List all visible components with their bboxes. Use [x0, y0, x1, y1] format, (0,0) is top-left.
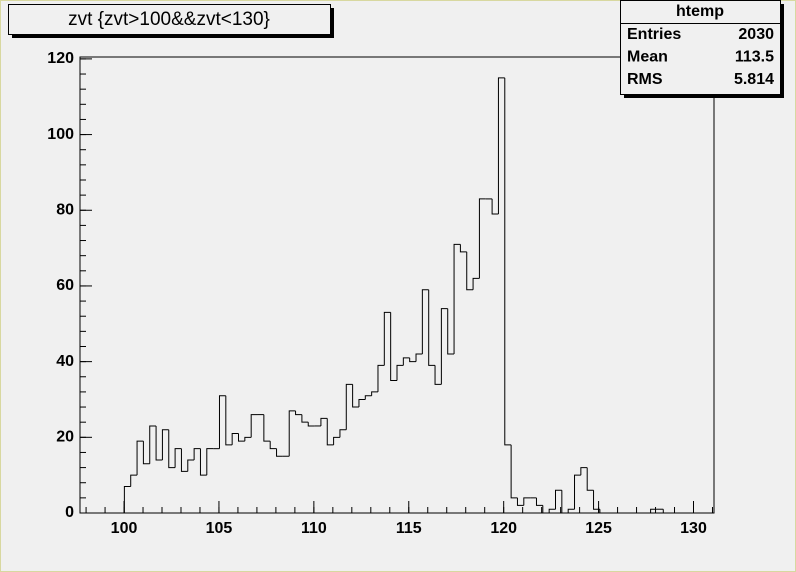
histogram-bin [142, 441, 150, 465]
x-tick-label: 130 [680, 520, 707, 537]
y-tick-label: 60 [56, 277, 74, 294]
histogram-bin [206, 448, 214, 476]
histogram-bin [466, 251, 474, 291]
histogram-bin [238, 433, 245, 442]
histogram-bin [333, 436, 340, 445]
histogram-bin [516, 497, 524, 506]
histogram-bin [161, 429, 169, 461]
histogram-bin [459, 244, 467, 253]
histogram-bin [453, 243, 461, 355]
histogram-bin [586, 467, 594, 491]
histogram-bin [383, 311, 391, 366]
x-tick-label: 100 [111, 520, 138, 537]
histogram-bin [123, 486, 131, 513]
histogram-bin [231, 433, 239, 445]
histogram-bin [555, 489, 562, 510]
histogram-bin [542, 505, 550, 514]
histogram-bin [447, 308, 455, 355]
histogram-bin [377, 364, 385, 392]
histogram-bin [180, 448, 188, 472]
histogram-bin [130, 474, 138, 487]
histogram-bin [497, 77, 505, 215]
histogram-bin [472, 277, 480, 290]
y-tick-label: 20 [56, 429, 74, 446]
histogram-bin [415, 353, 423, 362]
stats-title: htemp [676, 3, 724, 20]
plot-frame [79, 56, 715, 514]
histogram-bin [409, 357, 417, 363]
stats-box [620, 0, 781, 95]
histogram-bin [599, 509, 607, 514]
stats-value: 5.814 [734, 71, 774, 88]
x-tick-label: 120 [490, 520, 517, 537]
histogram-bin [510, 444, 518, 499]
stats-label: Entries [627, 26, 681, 43]
histogram-bin [402, 357, 410, 366]
histogram-bin [650, 508, 657, 513]
title-box [8, 4, 331, 35]
stats-label: RMS [627, 71, 663, 88]
histogram-bin [288, 410, 296, 457]
histogram-bin [358, 398, 366, 408]
y-tick-label: 100 [47, 126, 74, 143]
y-tick-label: 40 [56, 353, 74, 370]
x-tick-label: 105 [206, 520, 233, 537]
y-tick-label: 80 [56, 201, 74, 218]
x-tick-label: 125 [585, 520, 612, 537]
histogram-bin [218, 395, 226, 449]
x-tick-label: 110 [301, 520, 327, 537]
histogram-bin [593, 490, 600, 510]
histogram-bin [199, 448, 207, 476]
histogram-bin [295, 410, 302, 416]
histogram-bin [561, 490, 569, 514]
histogram-bin [307, 422, 315, 427]
histogram-bin [364, 395, 372, 400]
histogram-bin [567, 508, 575, 513]
histogram-bin [662, 509, 670, 514]
histogram-bin [421, 289, 429, 355]
histogram-bin [193, 448, 201, 461]
histogram-bin [244, 436, 252, 442]
histogram-bin [149, 425, 157, 464]
histogram-bin [345, 383, 353, 430]
histogram-bin [250, 414, 258, 438]
histogram-bin [174, 448, 182, 468]
histogram-bin [320, 417, 328, 426]
stats-label: Mean [627, 49, 668, 66]
histogram-bin [390, 312, 397, 382]
histogram-bin [504, 77, 512, 446]
histogram-bin [263, 414, 271, 442]
histogram-bin [478, 198, 486, 279]
histogram-bin [276, 448, 283, 457]
histogram-bin [548, 508, 556, 513]
histogram-bin [339, 429, 347, 438]
histogram-bin [225, 395, 233, 446]
histogram-bin [301, 414, 309, 423]
histogram-bin [371, 391, 378, 396]
histogram-bin [326, 418, 334, 446]
histogram-bin [155, 425, 163, 461]
stats-value: 2030 [738, 26, 774, 43]
histogram-bin [574, 474, 581, 510]
histogram-bin [428, 289, 436, 366]
x-tick-label: 115 [396, 520, 422, 537]
histogram-bin [187, 459, 195, 472]
y-tick-label: 0 [65, 504, 74, 521]
histogram-bin [396, 364, 404, 381]
stats-value: 113.5 [735, 49, 774, 66]
histogram-bin [136, 440, 144, 476]
histogram-bin [168, 429, 176, 469]
histogram-bin [580, 467, 588, 476]
histogram-bin [523, 497, 531, 506]
histogram-bin [269, 441, 277, 450]
histogram-bin [434, 365, 442, 385]
histogram-bin [535, 497, 543, 506]
histogram-bin [440, 308, 448, 385]
histogram-bin [352, 384, 359, 408]
chart-title: zvt {zvt>100&&zvt<130} [68, 9, 270, 30]
y-tick-label: 120 [47, 50, 74, 67]
histogram-bin [491, 198, 499, 215]
